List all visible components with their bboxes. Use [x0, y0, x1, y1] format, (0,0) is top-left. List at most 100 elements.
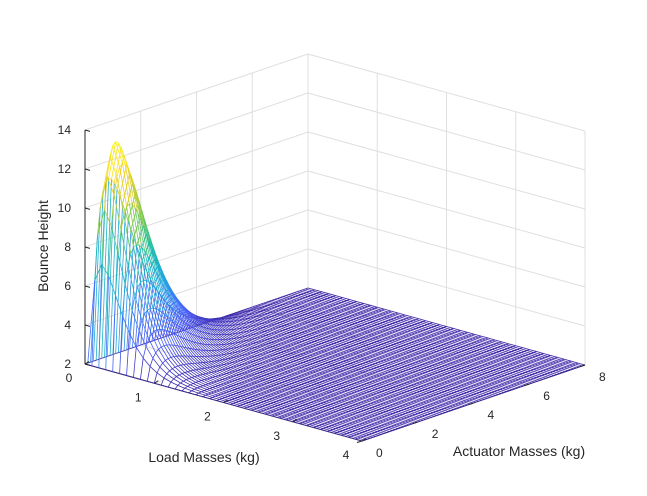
mesh-line [313, 311, 321, 315]
mesh-line [246, 349, 254, 353]
mesh-line [447, 355, 455, 359]
mesh-line [425, 346, 433, 349]
mesh-line [246, 314, 254, 318]
mesh-line [293, 309, 301, 312]
mesh-line [448, 350, 457, 354]
mesh-line [315, 310, 324, 314]
mesh-line [289, 314, 297, 318]
mesh-line [394, 339, 403, 343]
mesh-line [318, 309, 326, 313]
mesh-line [250, 317, 258, 321]
mesh-line [379, 357, 387, 361]
mesh-line [401, 358, 409, 362]
mesh-line [375, 320, 383, 323]
mesh-line [266, 301, 274, 305]
mesh-line [299, 298, 307, 302]
mesh-line [478, 336, 486, 340]
mesh-line [193, 327, 201, 338]
mesh-line [304, 340, 312, 343]
mesh-line [275, 302, 283, 306]
mesh-line [264, 339, 272, 343]
mesh-line [361, 316, 369, 320]
mesh-line [293, 352, 301, 356]
mesh-line [420, 322, 428, 325]
mesh-line [247, 318, 255, 322]
mesh-line [396, 343, 404, 346]
mesh-line [179, 317, 187, 332]
mesh-line [281, 334, 289, 338]
mesh-line [432, 322, 440, 325]
mesh-line [457, 339, 465, 343]
mesh-line [298, 295, 306, 298]
mesh-line [360, 329, 368, 333]
mesh-line [220, 354, 229, 360]
mesh-line [357, 347, 365, 351]
mesh-line [296, 299, 304, 303]
mesh-line [464, 358, 472, 362]
mesh-line [307, 313, 315, 316]
mesh-line [370, 304, 378, 308]
mesh-line [216, 329, 225, 335]
mesh-line [357, 322, 365, 325]
mesh-line [254, 305, 263, 308]
mesh-line [231, 315, 239, 318]
mesh-line [289, 323, 297, 327]
mesh-line [362, 354, 370, 358]
mesh-line [325, 302, 333, 306]
mesh-line [357, 356, 365, 360]
mesh-line [143, 278, 151, 345]
mesh-line [381, 326, 389, 330]
mesh-line [500, 354, 508, 358]
mesh-line [318, 318, 326, 321]
mesh-line [544, 356, 552, 360]
mesh-line [271, 333, 279, 337]
mesh-line [262, 353, 270, 357]
mesh-line [528, 353, 536, 357]
mesh-line [286, 332, 294, 336]
mesh-line [428, 353, 436, 357]
mesh-line [375, 337, 383, 341]
mesh-line [353, 345, 361, 348]
mesh-line [198, 368, 206, 375]
mesh-line [140, 343, 144, 346]
mesh-line [381, 335, 389, 339]
mesh-line [410, 347, 418, 350]
mesh-line [281, 300, 289, 304]
mesh-line [289, 297, 297, 301]
mesh-line [351, 341, 359, 344]
mesh-line [325, 294, 334, 297]
mesh-line [221, 318, 229, 323]
mesh-line [353, 327, 361, 331]
mesh-line [372, 321, 380, 324]
mesh-line [442, 340, 450, 344]
mesh-line [296, 342, 304, 346]
mesh-line [429, 340, 437, 344]
mesh-line [265, 317, 274, 321]
mesh-line [440, 353, 448, 357]
mesh-line [268, 343, 276, 347]
mesh-line [295, 296, 303, 299]
mesh-line [309, 299, 317, 303]
mesh-line [375, 311, 383, 315]
mesh-line [413, 328, 421, 332]
mesh-line [296, 325, 304, 329]
mesh-line [307, 287, 316, 291]
mesh-line [239, 346, 247, 351]
mesh-line [429, 323, 437, 326]
mesh-line [482, 348, 490, 351]
mesh-line [396, 317, 404, 321]
mesh-line [278, 326, 286, 330]
mesh-line [244, 336, 253, 340]
mesh-line [98, 367, 106, 371]
mesh-line [162, 275, 171, 297]
mesh-line [286, 350, 294, 354]
mesh-line [340, 310, 349, 314]
mesh-line [534, 355, 543, 359]
mesh-line [159, 362, 163, 368]
mesh-line [561, 359, 569, 363]
mesh-line [342, 305, 350, 309]
mesh-line [307, 321, 315, 325]
mesh-line [453, 328, 461, 331]
mesh-line [467, 331, 475, 335]
mesh-line [238, 316, 246, 320]
